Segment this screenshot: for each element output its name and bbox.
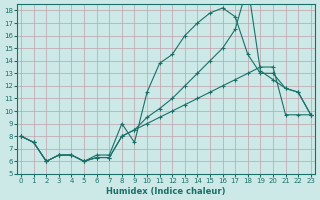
X-axis label: Humidex (Indice chaleur): Humidex (Indice chaleur) bbox=[106, 187, 226, 196]
